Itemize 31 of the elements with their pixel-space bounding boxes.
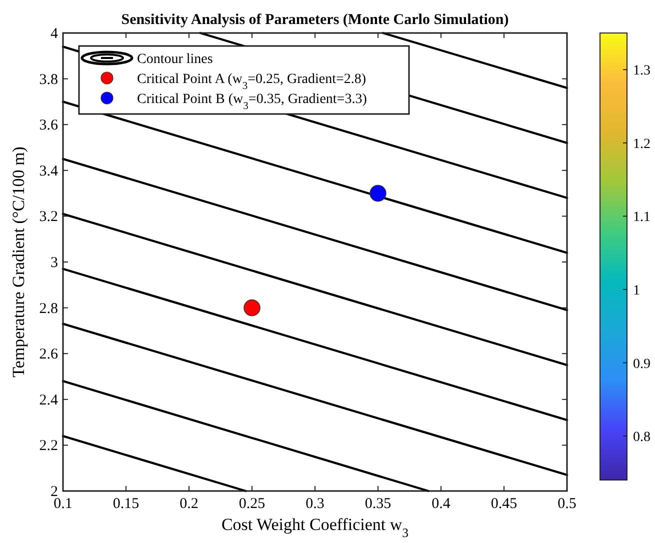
x-tick-label: 0.15 xyxy=(112,496,140,512)
x-tick-label: 0.35 xyxy=(364,496,392,512)
x-tick-label: 0.2 xyxy=(180,496,198,512)
legend-label: Contour lines xyxy=(137,52,213,67)
legend-label: Critical Point B (w$_{3}$=0.35, Gradient=3.3) xyxy=(137,92,368,112)
y-tick-label: 3.8 xyxy=(39,72,58,88)
x-axis-title: Cost Weight Coefficient w$_{3}$ xyxy=(221,515,409,540)
chart-title: Sensitivity Analysis of Parameters (Monte Carlo Simulation) xyxy=(121,12,509,28)
x-tick-label: 0.3 xyxy=(306,496,324,512)
y-tick-label: 3.6 xyxy=(39,118,58,134)
x-tick-label: 0.4 xyxy=(432,496,451,512)
y-tick-label: 3 xyxy=(50,255,58,271)
color-bar-label: 1 xyxy=(633,283,640,298)
y-tick-label: 2.6 xyxy=(39,346,58,363)
color-bar-label: 0.8 xyxy=(633,430,650,446)
y-tick-label: 2.4 xyxy=(39,392,58,408)
color-bar-label: 1.1 xyxy=(633,210,650,226)
x-tick-label: 0.25 xyxy=(238,496,266,512)
color-bar-label: 1.3 xyxy=(633,64,650,79)
y-tick-label: 3.4 xyxy=(39,163,58,180)
y-tick-label: 4 xyxy=(50,26,58,42)
x-tick-label: 0.1 xyxy=(54,496,72,512)
legend-label: Critical Point A (w$_{3}$=0.25, Gradient=2.8) xyxy=(137,72,366,92)
y-axis-title: Temperature Gradient (°C/100 m) xyxy=(9,146,28,378)
y-tick-label: 2.2 xyxy=(39,438,58,454)
x-tick-label: 0.5 xyxy=(558,496,576,512)
x-tick-label: 0.45 xyxy=(490,496,518,512)
y-tick-label: 3.2 xyxy=(39,209,58,226)
color-bar-label: 0.9 xyxy=(633,356,650,372)
color-bar-label: 1.2 xyxy=(633,136,650,152)
y-tick-label: 2.8 xyxy=(39,300,58,317)
